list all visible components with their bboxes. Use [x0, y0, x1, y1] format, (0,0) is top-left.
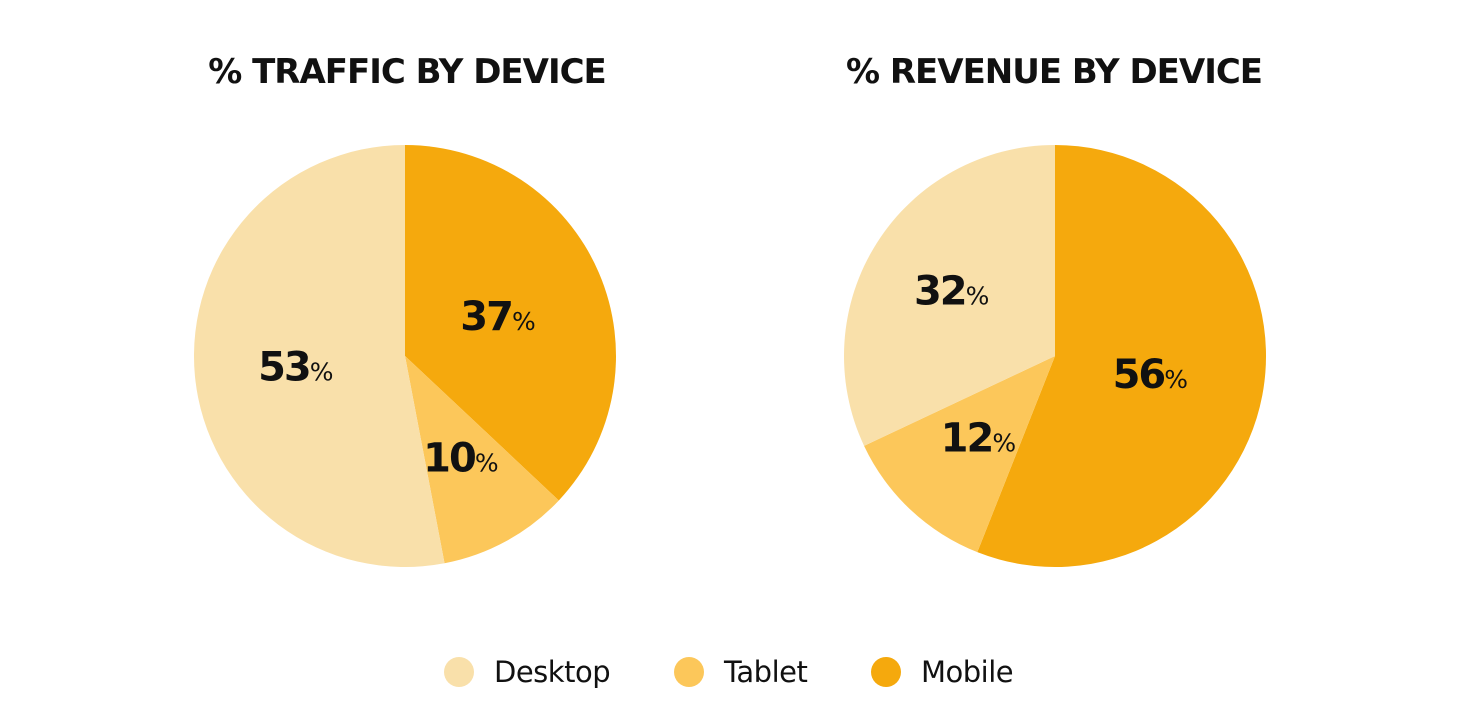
revenue-slice-mobile [977, 145, 1267, 567]
traffic-label-mobile-unit: % [512, 307, 536, 336]
traffic-label-desktop-unit: % [310, 357, 334, 386]
chart-legend: Desktop Tablet Mobile [0, 650, 1459, 694]
legend-label-desktop: Desktop [494, 655, 611, 689]
traffic-slice-mobile [405, 145, 616, 501]
legend-swatch-tablet [674, 657, 704, 687]
traffic-label-tablet: 10% [423, 436, 498, 482]
revenue-label-mobile-unit: % [1164, 365, 1188, 394]
legend-swatch-mobile [871, 657, 901, 687]
revenue-label-tablet-unit: % [992, 429, 1016, 458]
traffic-label-desktop-value: 53 [258, 344, 310, 390]
revenue-label-mobile-value: 56 [1113, 352, 1165, 398]
legend-swatch-desktop [444, 657, 474, 687]
legend-label-tablet: Tablet [724, 655, 808, 689]
revenue-slice-desktop [843, 145, 1055, 446]
traffic-label-mobile-value: 37 [460, 294, 512, 340]
traffic-slice-tablet [405, 356, 559, 564]
revenue-label-tablet-value: 12 [941, 416, 993, 462]
revenue-slice-tablet [864, 356, 1055, 553]
revenue-label-desktop-unit: % [966, 281, 990, 310]
revenue-label-tablet: 12% [941, 416, 1016, 462]
traffic-label-desktop: 53% [258, 344, 333, 390]
traffic-label-tablet-value: 10 [423, 436, 475, 482]
revenue-chart-title: % REVENUE BY DEVICE [845, 52, 1263, 92]
revenue-pie-chart: 56%12%32% [843, 145, 1267, 567]
revenue-label-mobile: 56% [1113, 352, 1188, 398]
legend-item-tablet: Tablet [674, 650, 808, 694]
revenue-label-desktop: 32% [914, 268, 989, 314]
traffic-slice-desktop [193, 144, 445, 567]
traffic-chart-title: % TRAFFIC BY DEVICE [208, 52, 607, 92]
legend-item-desktop: Desktop [444, 650, 611, 694]
traffic-pie-chart: 37%10%53% [193, 144, 616, 567]
revenue-label-desktop-value: 32 [914, 268, 966, 314]
legend-item-mobile: Mobile [871, 650, 1014, 694]
traffic-label-tablet-unit: % [475, 449, 499, 478]
legend-label-mobile: Mobile [921, 655, 1014, 689]
traffic-label-mobile: 37% [460, 294, 535, 340]
